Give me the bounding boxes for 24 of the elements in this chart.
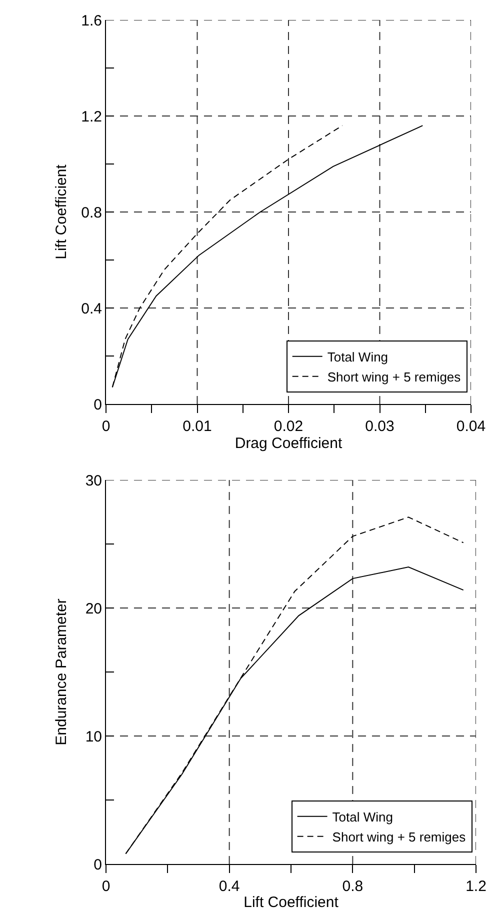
x-axis-title: Lift Coefficient [244,894,340,911]
y-tick-label: 0 [94,856,102,874]
y-tick-label: 0 [94,396,102,414]
y-axis-title: Endurance Parameter [53,598,70,746]
legend-label: Short wing + 5 remiges [327,369,462,384]
x-axis-title: Drag Coefficient [234,435,343,452]
x-tick-label: 0.4 [218,878,240,895]
x-tick-label: 0.01 [182,418,212,435]
legend-label: Total Wing [332,810,394,824]
y-tick-label: 0.8 [81,204,102,222]
y-axis-title: Lift Coefficient [53,164,70,260]
y-tick-label: 1.6 [81,12,102,30]
x-tick-label: 1.2 [466,878,486,895]
y-tick-label: 30 [85,472,102,490]
legend-label: Short wing + 5 remiges [332,829,466,844]
y-tick-label: 20 [85,600,102,618]
legend-label: Total Wing [327,350,388,364]
x-tick-label: 0.8 [342,878,364,895]
x-tick-label: 0.04 [456,418,486,435]
x-tick-label: 0.03 [365,418,394,435]
x-tick-label: 0.02 [274,418,304,435]
y-tick-label: 1.2 [81,108,102,126]
y-tick-label: 10 [85,728,102,746]
y-tick-label: 0.4 [81,300,102,318]
